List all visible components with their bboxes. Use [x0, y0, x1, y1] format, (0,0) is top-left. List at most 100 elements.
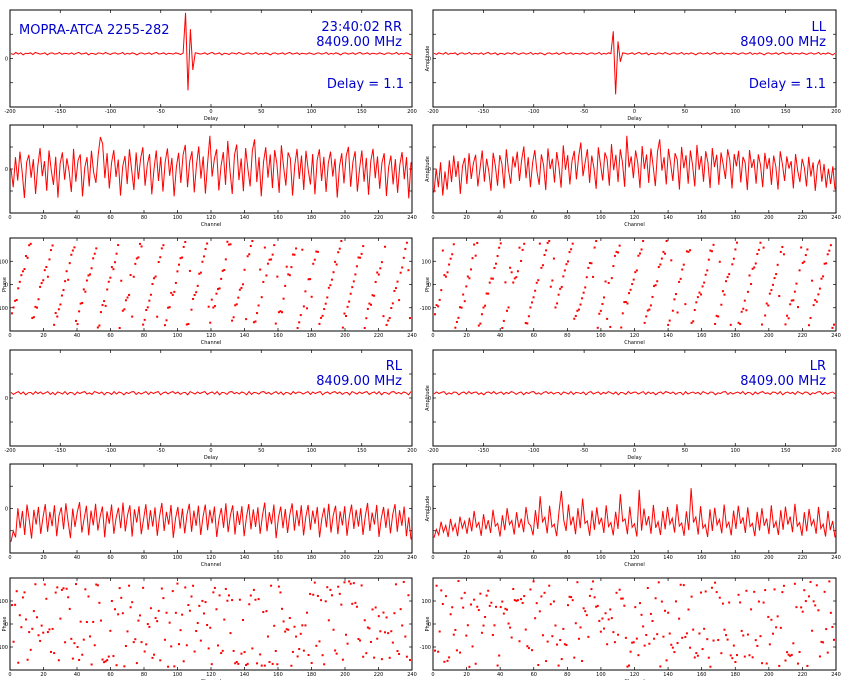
- series-line: [10, 12, 412, 91]
- x-tick-label: 160: [697, 672, 707, 678]
- phase-point: [137, 256, 140, 259]
- phase-point: [302, 649, 305, 652]
- phase-point: [343, 312, 346, 315]
- phase-point: [560, 285, 563, 288]
- plot-frame: [9, 124, 413, 214]
- phase-point: [515, 276, 518, 279]
- phase-point: [437, 650, 440, 653]
- phase-point: [546, 640, 549, 643]
- phase-point: [28, 631, 31, 634]
- x-tick-label: 60: [531, 215, 537, 221]
- panel-lr-delay: -200 -150 -100 -50 0 50 100 150 2000DelayAmplitu…: [425, 349, 841, 461]
- phase-point: [268, 661, 271, 664]
- phase-point: [653, 285, 656, 288]
- phase-point: [53, 652, 56, 655]
- x-tick-label: 100: [173, 215, 183, 221]
- phase-point: [518, 640, 521, 643]
- phase-point: [90, 663, 93, 666]
- phase-point: [138, 242, 141, 245]
- phase-point: [363, 619, 366, 622]
- phase-point: [112, 655, 115, 658]
- phase-point: [468, 277, 471, 280]
- x-tick-label: -150: [55, 109, 66, 115]
- phase-point: [313, 258, 316, 261]
- phase-point: [388, 656, 391, 659]
- phase-point: [338, 247, 341, 250]
- phase-point: [188, 609, 191, 612]
- phase-point: [270, 584, 273, 587]
- x-tick-label: 180: [730, 215, 740, 221]
- phase-point: [712, 243, 715, 246]
- phase-point: [371, 608, 374, 611]
- phase-point: [604, 280, 607, 283]
- phase-point: [822, 275, 825, 278]
- phase-point: [396, 650, 399, 653]
- phase-point: [126, 630, 129, 633]
- x-tick-label: 40: [74, 555, 80, 561]
- phase-point: [790, 653, 793, 656]
- phase-point: [195, 291, 198, 294]
- phase-point: [29, 242, 32, 245]
- phase-point: [82, 638, 85, 641]
- phase-point: [209, 321, 212, 324]
- phase-point: [126, 296, 129, 299]
- phase-point: [823, 262, 826, 265]
- phase-point: [710, 586, 713, 589]
- x-tick-label: -50: [157, 109, 165, 115]
- phase-point: [496, 255, 499, 258]
- phase-point: [629, 650, 632, 653]
- phase-point: [735, 241, 738, 244]
- phase-point: [29, 648, 32, 651]
- phase-point: [775, 626, 778, 629]
- phase-point: [274, 649, 277, 652]
- phase-point: [670, 259, 673, 262]
- phase-point: [613, 254, 616, 257]
- phase-point: [654, 284, 657, 287]
- phase-point: [607, 618, 610, 621]
- phase-point: [109, 629, 112, 632]
- phase-point: [54, 591, 57, 594]
- x-tick-label: 100: [307, 109, 317, 115]
- phase-point: [46, 275, 49, 278]
- phase-point: [739, 601, 742, 604]
- phase-point: [121, 309, 124, 312]
- phase-point: [673, 651, 676, 654]
- phase-point: [81, 653, 84, 656]
- phase-point: [85, 279, 88, 282]
- phase-point: [512, 281, 515, 284]
- phase-point: [507, 622, 510, 625]
- phase-point: [776, 615, 779, 618]
- phase-point: [273, 244, 276, 247]
- phase-point: [17, 287, 20, 290]
- phase-point: [443, 274, 446, 277]
- x-tick-label: 0: [209, 109, 212, 115]
- phase-point: [305, 611, 308, 614]
- phase-point: [374, 280, 377, 283]
- phase-point: [593, 246, 596, 249]
- y-axis-title: Amplitude: [425, 496, 431, 522]
- phase-point: [48, 258, 51, 261]
- phase-point: [814, 604, 817, 607]
- phase-point: [71, 657, 74, 660]
- phase-point: [368, 302, 371, 305]
- phase-point: [360, 252, 363, 255]
- phase-point: [35, 616, 38, 619]
- phase-point: [743, 655, 746, 658]
- phase-point: [87, 595, 90, 598]
- phase-point: [365, 317, 368, 320]
- phase-point: [507, 306, 510, 309]
- x-tick-label: 160: [697, 555, 707, 561]
- plot-frame: [432, 463, 837, 554]
- phase-point: [384, 631, 387, 634]
- phase-point: [441, 249, 444, 252]
- phase-point: [232, 316, 235, 319]
- x-axis-title: Channel: [624, 340, 645, 346]
- phase-point: [726, 638, 729, 641]
- phase-point: [617, 251, 620, 254]
- phase-point: [390, 307, 393, 310]
- phase-point: [562, 275, 565, 278]
- phase-point: [698, 632, 701, 635]
- phase-point: [642, 240, 645, 242]
- phase-point: [349, 582, 352, 585]
